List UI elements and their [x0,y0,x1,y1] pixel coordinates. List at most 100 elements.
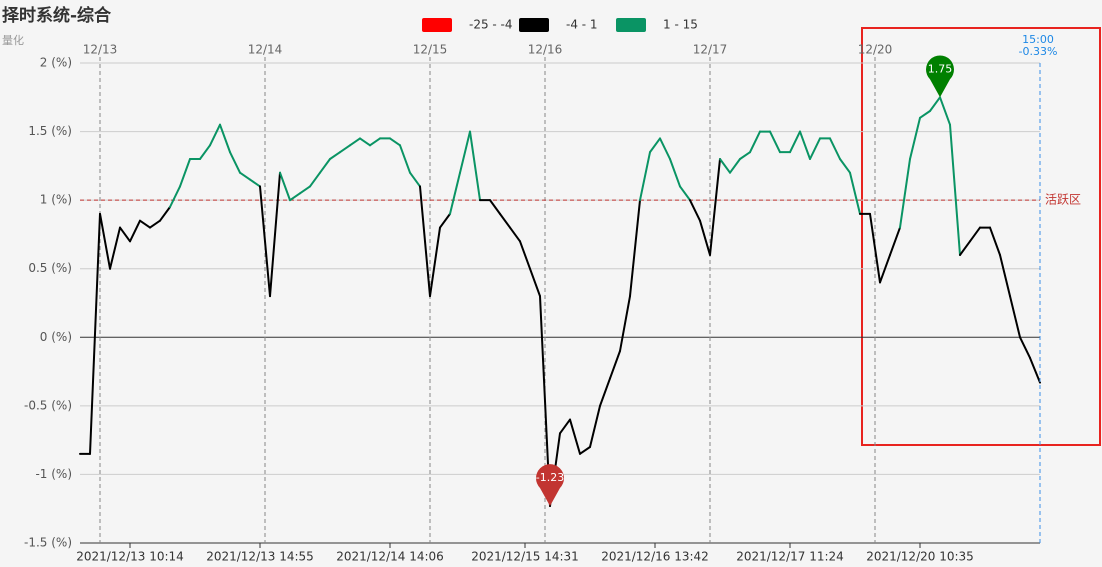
line-segment [849,171,861,215]
line-segment [529,267,541,298]
line-segment [439,212,451,229]
line-segment [869,212,881,284]
line-segment [429,226,441,298]
line-segment [609,350,621,380]
line-segment [989,226,1001,256]
line-segment [399,144,411,174]
line-segment [969,226,981,243]
line-segment [419,185,431,298]
y-tick-label: 2 (%) [40,56,72,70]
line-segment [799,130,811,160]
line-segment [319,158,331,174]
line-segment [359,137,371,147]
x-tick-label: 2021/12/20 10:35 [866,550,974,564]
x-tick-label: 2021/12/13 14:55 [206,550,314,564]
mark-line-label: 活跃区 [1045,193,1081,207]
line-segment [219,123,231,154]
line-segment [449,171,461,215]
line-segment [999,254,1011,298]
line-segment [839,158,851,174]
chart-subtitle: 量化 [2,33,24,47]
line-segment [309,171,321,188]
line-segment [619,295,631,352]
line-segment [299,185,311,195]
line-segment [579,446,591,455]
line-segment [229,151,241,174]
line-segment [789,130,801,154]
pin [535,464,564,506]
last-time: 15:00 [1022,33,1054,46]
line-segment [409,171,421,188]
line-segment [879,254,891,284]
line-segment [689,199,701,222]
date-label: 12/16 [528,43,563,57]
line-segment [179,158,191,188]
line-segment [739,151,751,160]
legend-swatch [616,18,646,32]
y-tick-label: 1 (%) [40,193,72,207]
legend-swatch [422,18,452,32]
x-tick-label: 2021/12/15 14:31 [471,550,579,564]
line-segment [349,137,361,147]
line-segment [1029,356,1041,384]
line-segment [949,123,961,256]
line-segment [259,185,271,298]
line-segment [669,158,681,188]
line-segment [339,144,351,154]
line-segment [599,377,611,407]
line-segment [729,158,741,174]
y-tick-label: -1.5 (%) [24,536,72,550]
line-segment [899,158,911,229]
line-segment [959,240,971,256]
line-segment [659,137,671,160]
line-segment [199,144,211,160]
line-segment [929,96,941,112]
pin-label: 1.75 [928,62,953,75]
line-segment [129,219,141,243]
line-segment [329,151,341,160]
y-tick-label: -1 (%) [35,467,72,481]
line-segment [159,206,171,222]
line-segment [639,151,651,202]
date-label: 12/13 [83,43,118,57]
line-segment [149,219,161,229]
y-tick-label: -0.5 (%) [24,398,72,412]
line-segment [139,219,151,229]
y-tick-label: 0 (%) [40,330,72,344]
y-tick-label: 0.5 (%) [28,261,72,275]
line-segment [719,158,731,174]
line-segment [249,178,261,188]
line-segment [269,171,281,298]
line-segment [99,212,111,270]
line-segment [369,137,381,147]
line-segment [569,418,581,455]
line-segment [939,96,951,126]
legend-label: -4 - 1 [566,18,598,32]
line-segment [679,185,691,202]
line-segment [559,418,571,435]
line-segment [499,212,511,229]
date-label: 12/20 [858,43,893,57]
line-segment [1019,336,1031,359]
line-segment [289,192,301,202]
date-label: 12/15 [413,43,448,57]
legend-label: -25 - -4 [469,18,513,32]
line-segment [709,158,721,256]
legend-label: 1 - 15 [663,18,698,32]
line-segment [769,130,781,154]
line-segment [389,137,401,147]
last-value: -0.33% [1019,45,1058,58]
line-segment [509,226,521,243]
date-label: 12/14 [248,43,283,57]
x-tick-label: 2021/12/17 11:24 [736,550,844,564]
legend-swatch [519,18,549,32]
line-segment [889,226,901,256]
pin [926,55,954,98]
line-segment [919,110,931,119]
y-tick-label: 1.5 (%) [28,124,72,138]
line-segment [749,130,761,154]
line-segment [169,185,181,208]
chart-title: 择时系统-综合 [2,5,112,26]
line-segment [119,226,131,243]
